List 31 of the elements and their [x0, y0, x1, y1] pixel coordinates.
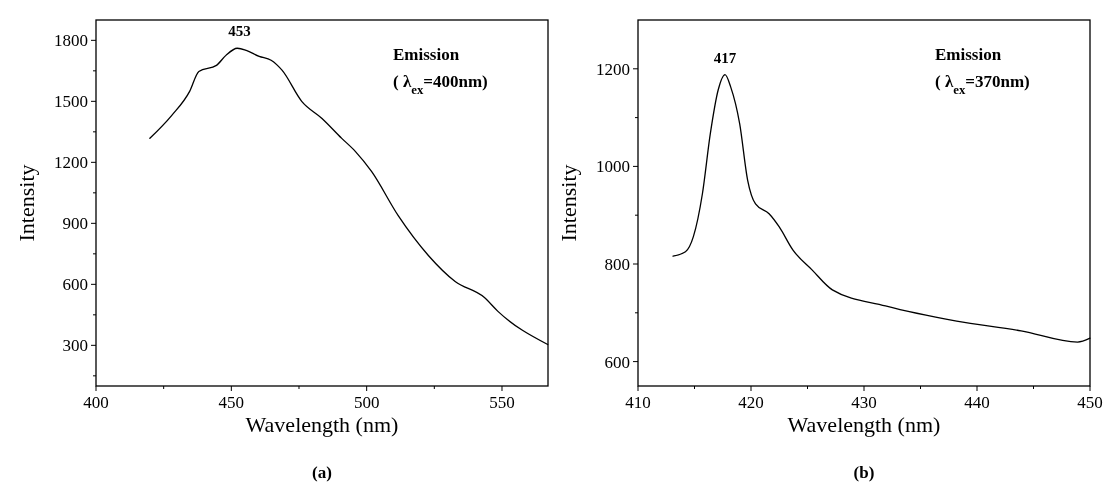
y-tick-label: 1200 — [596, 59, 630, 79]
y-tick-label: 600 — [604, 352, 630, 372]
x-tick-label: 410 — [625, 393, 651, 412]
x-tick-label: 430 — [851, 393, 877, 412]
annotation: 453 — [228, 23, 251, 40]
annotation: ( λ$_{ex}$=400nm) — [393, 72, 488, 97]
annotation: Emission — [393, 45, 460, 64]
annotation: Emission — [935, 45, 1002, 64]
x-tick-label: 500 — [353, 393, 380, 412]
y-axis-title: Intensity — [556, 164, 581, 242]
y-tick-label: 1200 — [54, 153, 88, 173]
y-tick-label: 1800 — [54, 31, 88, 51]
x-tick-label: 450 — [218, 393, 245, 412]
y-tick-label: 800 — [604, 254, 630, 274]
y-tick-label: 900 — [62, 214, 88, 234]
text: (a) — [312, 463, 332, 482]
text: (b) — [853, 463, 875, 482]
x-tick-label: 420 — [738, 393, 764, 412]
x-axis-title: Wavelength (nm) — [787, 412, 941, 437]
x-tick-label: 400 — [83, 393, 109, 412]
y-tick-label: 1500 — [54, 92, 88, 112]
x-tick-label: 550 — [489, 393, 515, 412]
annotation: ( λ$_{ex}$=370nm) — [935, 72, 1030, 97]
x-tick-label: 440 — [964, 393, 990, 412]
y-tick-label: 1000 — [596, 157, 630, 177]
y-axis-title: Intensity — [14, 164, 39, 242]
y-tick-label: 300 — [62, 336, 88, 356]
annotation: 417 — [713, 49, 737, 66]
y-tick-label: 600 — [62, 275, 88, 295]
x-axis-title: Wavelength (nm) — [245, 412, 399, 437]
x-tick-label: 450 — [1077, 393, 1103, 412]
